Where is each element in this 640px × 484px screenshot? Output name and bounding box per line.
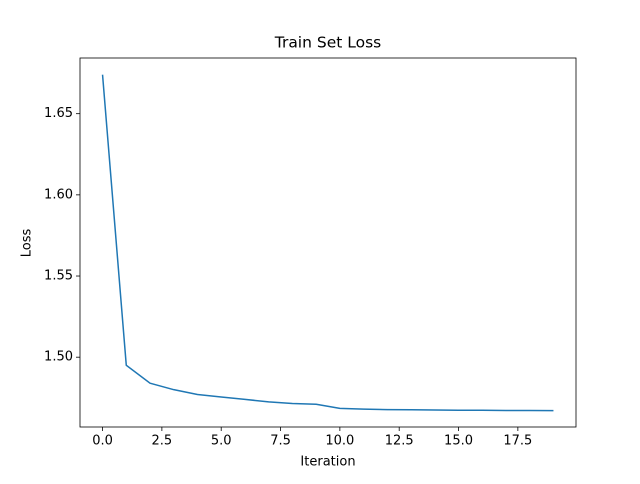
x-tick-label: 0.0 xyxy=(92,434,113,449)
y-tick-label: 1.55 xyxy=(44,269,73,284)
x-tick-label: 7.5 xyxy=(270,434,291,449)
x-tick-label: 2.5 xyxy=(152,434,173,449)
chart-title: Train Set Loss xyxy=(274,34,382,52)
y-tick-label: 1.50 xyxy=(44,350,73,365)
x-tick-label: 15.0 xyxy=(444,434,473,449)
x-tick-label: 5.0 xyxy=(211,434,232,449)
x-tick-label: 10.0 xyxy=(325,434,354,449)
y-axis-label: Loss xyxy=(20,229,35,258)
line xyxy=(101,74,554,412)
plot-frame xyxy=(79,57,577,428)
x-tick-label: 17.5 xyxy=(503,434,532,449)
x-axis-label: Iteration xyxy=(300,455,355,470)
y-tick-label: 1.65 xyxy=(44,106,73,121)
x-tick-label: 12.5 xyxy=(385,434,414,449)
y-tick-label: 1.60 xyxy=(44,187,73,202)
